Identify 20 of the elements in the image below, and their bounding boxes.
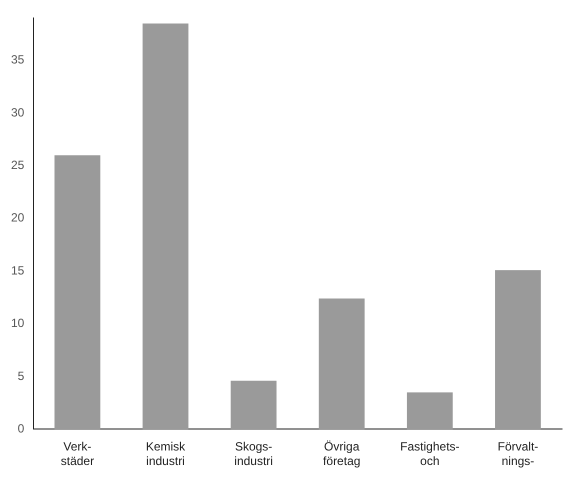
bar (318, 298, 365, 430)
x-tick-label: Skogs- industri (234, 440, 273, 468)
y-tick-label: 30 (10, 105, 25, 120)
y-tick-label: 25 (10, 158, 25, 172)
x-tick-label: Kemisk industri (146, 440, 186, 468)
y-tick-label: 0 (18, 422, 25, 436)
y-tick-label: 5 (18, 368, 25, 383)
x-tick-label: Övriga företag (323, 440, 360, 468)
y-tick-label: 35 (10, 52, 25, 67)
bar (54, 155, 100, 430)
bar (142, 23, 188, 430)
y-tick-label: 20 (10, 210, 25, 225)
x-tick-label: Verk- städer (60, 440, 94, 468)
y-tick-label: 15 (10, 263, 25, 278)
bar (230, 380, 277, 430)
bar (495, 270, 541, 430)
bar (406, 392, 453, 430)
y-tick-label: 10 (10, 316, 25, 330)
x-tick-label: Förvalt- nings- (498, 440, 538, 468)
x-tick-label: Fastighets- och (400, 440, 460, 468)
